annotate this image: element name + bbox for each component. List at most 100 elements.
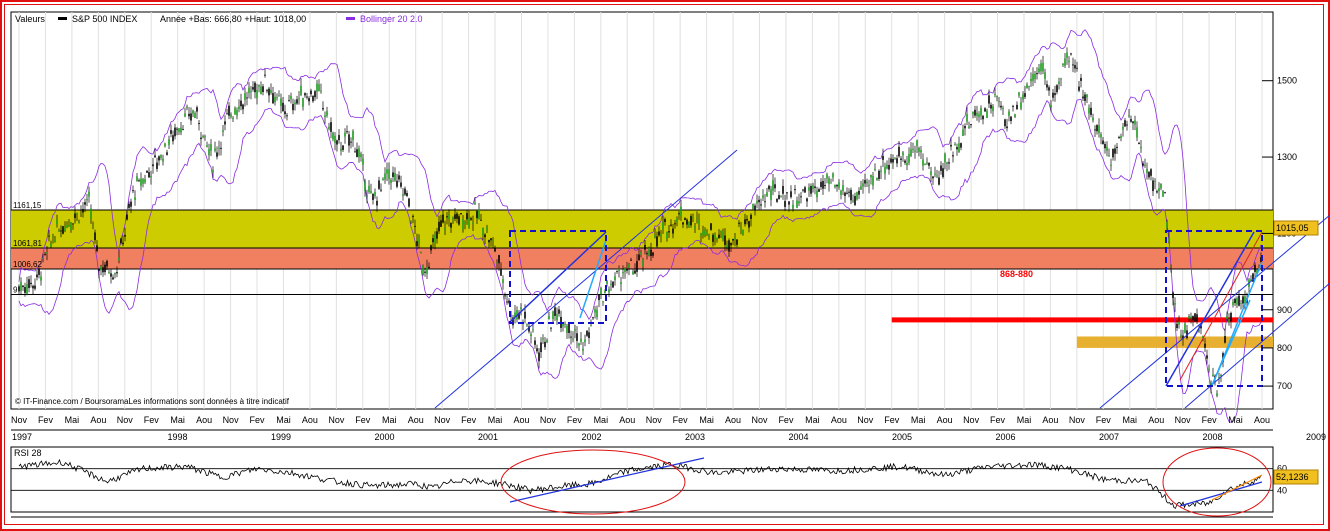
candle-body [50,243,52,247]
candle-body [556,313,558,321]
candle-body [1236,298,1238,305]
candle-body [482,227,484,236]
candle-body [1022,94,1024,100]
candle-body [240,100,242,107]
candle-body [278,95,280,97]
candle-body [122,242,124,245]
candle-body [574,329,576,331]
rsi-highlight-2002 [500,449,686,515]
candle-body [606,280,608,284]
candle-body [300,85,302,95]
candle-body [484,234,486,238]
candle-body [1138,142,1140,144]
candle-body [980,107,982,116]
candle-body [634,270,636,274]
candle-body [690,216,692,226]
candle-body [488,240,490,243]
candle-body [276,97,278,99]
candle-body [880,170,882,172]
candle-body [1030,78,1032,82]
candle-body [1126,124,1128,126]
candle-body [1204,343,1206,348]
candle-body [346,131,348,133]
candle-body [1110,164,1112,166]
candle-body [878,170,880,179]
level-label: 1061,81 [13,239,42,248]
candle-body [962,129,964,136]
candle-body [1038,68,1040,73]
candle-body [184,113,186,117]
candle-body [112,277,114,280]
candle-body [788,201,790,205]
candle-body [658,231,660,236]
candle-body [1188,315,1190,319]
candle-body [444,228,446,230]
candle-body [688,221,690,228]
candle-body [768,185,770,190]
x-tick-label: Aou [831,415,847,425]
header-bollinger: Bollinger 20 2.0 [360,14,423,24]
candle-body [502,279,504,284]
candle-body [644,244,646,250]
candle-body [774,184,776,189]
candle-body [326,111,328,116]
rsi-panel [10,446,1274,513]
candle-body [166,152,168,155]
candle-body [584,339,586,343]
candle-body [786,192,788,194]
rsi-line [18,458,1262,509]
candle-body [552,311,554,319]
candle-body [1044,72,1046,79]
candle-body [932,176,934,179]
candle-body [964,126,966,129]
candle-body [844,192,846,196]
x-tick-label: Nov [223,415,240,425]
candle-body [1066,52,1068,58]
level-label: 9 [13,285,18,294]
candle-body [876,177,878,181]
candle-body [330,122,332,132]
candle-body [1136,127,1138,138]
candle-body [758,199,760,203]
candle-body [32,285,34,289]
candle-body [56,219,58,225]
candle-body [954,144,956,146]
candle-body [840,190,842,195]
candle-body [820,181,822,187]
candle-body [96,245,98,252]
candle-body [704,229,706,236]
candle-body [700,233,702,236]
x-tick-label: Aou [1042,415,1058,425]
candle-body [360,153,362,158]
candle-body [988,95,990,104]
chart-frame-inner [4,4,1324,525]
candle-body [816,190,818,198]
candle-body [160,155,162,158]
candle-body [20,281,22,291]
candle-body [908,153,910,163]
candle-body [1034,73,1036,80]
x-tick-label: Mai [1123,415,1138,425]
candle-body [180,127,182,133]
candle-body [22,285,24,288]
candle-body [730,242,732,246]
candle-body [370,191,372,194]
candle-body [1096,125,1098,132]
candle-body [576,333,578,341]
candle-body [882,156,884,160]
candle-body [268,88,270,96]
candle-body [142,179,144,184]
candle-body [646,253,648,255]
candle-body [126,214,128,220]
candle-body [1120,136,1122,138]
candle-body [982,115,984,120]
rsi-tick-label: 60 [1277,464,1287,474]
candle-body [1220,375,1222,377]
candle-body [578,343,580,346]
candle-body [682,222,684,225]
candle-body [744,219,746,225]
candle-body [316,83,318,92]
candle-body [1240,303,1242,305]
candle-body [706,232,708,235]
candle-body [1210,382,1212,387]
